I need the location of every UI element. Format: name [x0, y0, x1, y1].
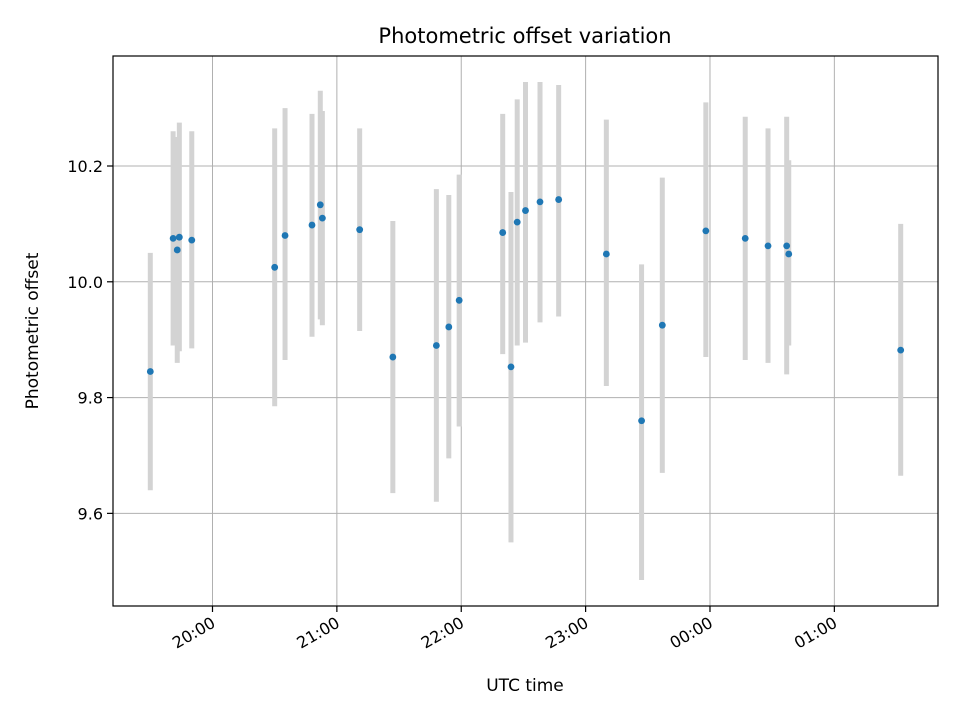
data-point — [783, 242, 791, 250]
data-point — [175, 233, 183, 241]
chart-title: Photometric offset variation — [378, 24, 671, 48]
y-tick-label: 9.8 — [78, 389, 103, 408]
data-point — [555, 196, 563, 203]
data-point — [173, 246, 181, 254]
data-point — [169, 234, 177, 242]
data-point — [445, 323, 453, 331]
y-axis-label: Photometric offset — [23, 252, 43, 409]
data-point — [308, 221, 316, 229]
data-point — [522, 207, 529, 214]
data-point — [318, 214, 326, 222]
data-point — [389, 353, 397, 361]
data-point — [316, 201, 324, 209]
data-point — [455, 296, 463, 304]
data-point — [146, 368, 154, 375]
data-point — [513, 218, 521, 226]
data-point — [507, 363, 515, 371]
data-point — [432, 342, 440, 349]
data-point — [764, 242, 772, 250]
data-point — [785, 250, 793, 258]
data-point — [271, 263, 279, 271]
plot-area-frame — [112, 55, 939, 607]
data-point — [499, 229, 507, 236]
data-points — [146, 196, 905, 425]
y-tick-label: 10.2 — [67, 157, 103, 176]
data-point — [658, 321, 666, 329]
data-point — [356, 226, 364, 234]
data-point — [638, 417, 645, 425]
data-point — [897, 346, 905, 354]
data-point — [602, 250, 610, 258]
data-point — [536, 198, 544, 206]
x-axis-label: UTC time — [486, 676, 564, 696]
data-point — [281, 232, 289, 239]
y-tick-label: 9.6 — [78, 504, 103, 523]
y-tick-label: 10.0 — [67, 273, 103, 292]
data-point — [702, 227, 710, 235]
data-point — [741, 234, 749, 242]
data-point — [188, 236, 196, 244]
